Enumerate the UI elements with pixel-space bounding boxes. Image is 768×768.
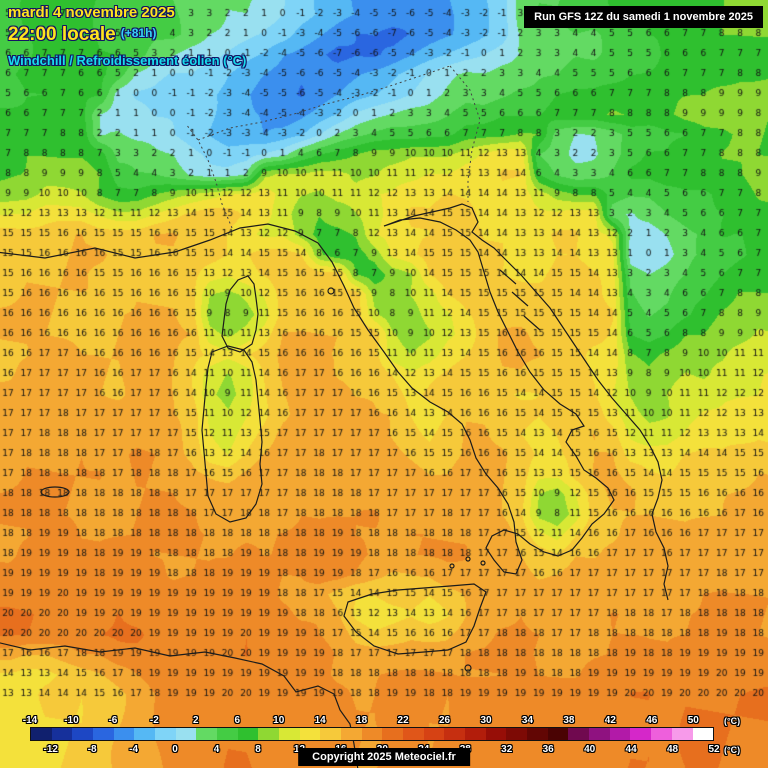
legend-label: 52	[708, 744, 720, 755]
legend-color-cell	[506, 728, 528, 740]
legend-label: 44	[625, 744, 637, 755]
legend-color-cell	[31, 728, 52, 740]
legend-color-cell	[320, 728, 342, 740]
map-time: 22:00 locale	[8, 23, 116, 45]
legend-label: -4	[129, 744, 139, 755]
legend-color-cell	[155, 728, 176, 740]
legend-label: 14	[314, 715, 326, 726]
legend-color-cell	[589, 728, 610, 740]
legend-label: 38	[563, 715, 575, 726]
legend-color-cell	[196, 728, 218, 740]
legend-color-cell	[279, 728, 300, 740]
legend-color-cell	[341, 728, 362, 740]
legend-color-cell	[609, 728, 631, 740]
legend-label: 18	[356, 715, 368, 726]
legend-color-cell	[527, 728, 548, 740]
legend-label: -14	[22, 715, 38, 726]
legend-color-cell	[113, 728, 135, 740]
legend-label: -10	[64, 715, 79, 726]
legend-label: 40	[584, 744, 596, 755]
legend-label: 30	[480, 715, 492, 726]
legend-color-cell	[568, 728, 590, 740]
legend-label: 22	[397, 715, 409, 726]
legend-label: 8	[255, 744, 261, 755]
legend-label: 42	[604, 715, 616, 726]
legend-color-cell	[547, 728, 569, 740]
map-time-line: 22:00 locale (+81h)	[8, 23, 246, 46]
run-info-box: Run GFS 12Z du samedi 1 novembre 2025	[524, 6, 763, 28]
legend-color-cell	[630, 728, 652, 740]
legend-color-cell	[51, 728, 73, 740]
legend-label: -12	[43, 744, 58, 755]
legend-color-cell	[423, 728, 445, 740]
legend-label: -6	[108, 715, 118, 726]
legend-color-cell	[465, 728, 486, 740]
map-title-block: mardi 4 novembre 2025 22:00 locale (+81h)…	[8, 4, 247, 69]
legend-unit: (°C)	[724, 716, 741, 726]
legend-color-cell	[134, 728, 156, 740]
map-date: mardi 4 novembre 2025	[8, 4, 175, 21]
legend-label: 34	[521, 715, 534, 726]
legend-label: -8	[87, 744, 97, 755]
legend-color-cell	[258, 728, 280, 740]
map-parameter: Windchill / Refroidissement éolien (°C)	[8, 53, 247, 69]
legend-label: 48	[666, 744, 679, 755]
legend-label: 6	[234, 715, 241, 726]
legend-unit: (°C)	[724, 745, 741, 755]
legend-color-cell	[651, 728, 672, 740]
legend-color-cell	[217, 728, 238, 740]
legend-color-cell	[72, 728, 94, 740]
legend-color-cell	[403, 728, 424, 740]
legend-label: 4	[213, 744, 220, 755]
legend-label: -2	[149, 715, 159, 726]
legend-label: 2	[193, 715, 199, 726]
legend-color-cell	[382, 728, 404, 740]
legend-label: 36	[542, 744, 554, 755]
legend-color-cell	[237, 728, 259, 740]
legend-color-cell	[93, 728, 114, 740]
legend-label: 26	[438, 715, 451, 726]
forecast-offset: (+81h)	[120, 25, 157, 40]
legend-color-cell	[692, 728, 714, 740]
legend-color-cell	[485, 728, 507, 740]
legend-label: 0	[172, 744, 178, 755]
legend-label: 32	[501, 744, 513, 755]
legend-label: 50	[687, 715, 699, 726]
legend-label: 46	[646, 715, 658, 726]
legend-color-cell	[671, 728, 693, 740]
legend-color-cell	[361, 728, 383, 740]
legend-color-cell	[299, 728, 321, 740]
legend-label: 10	[273, 715, 285, 726]
legend-color-cell	[175, 728, 197, 740]
copyright-bar: Copyright 2025 Meteociel.fr	[298, 748, 470, 766]
legend-color-cell	[444, 728, 466, 740]
legend-color-bar	[30, 727, 714, 741]
